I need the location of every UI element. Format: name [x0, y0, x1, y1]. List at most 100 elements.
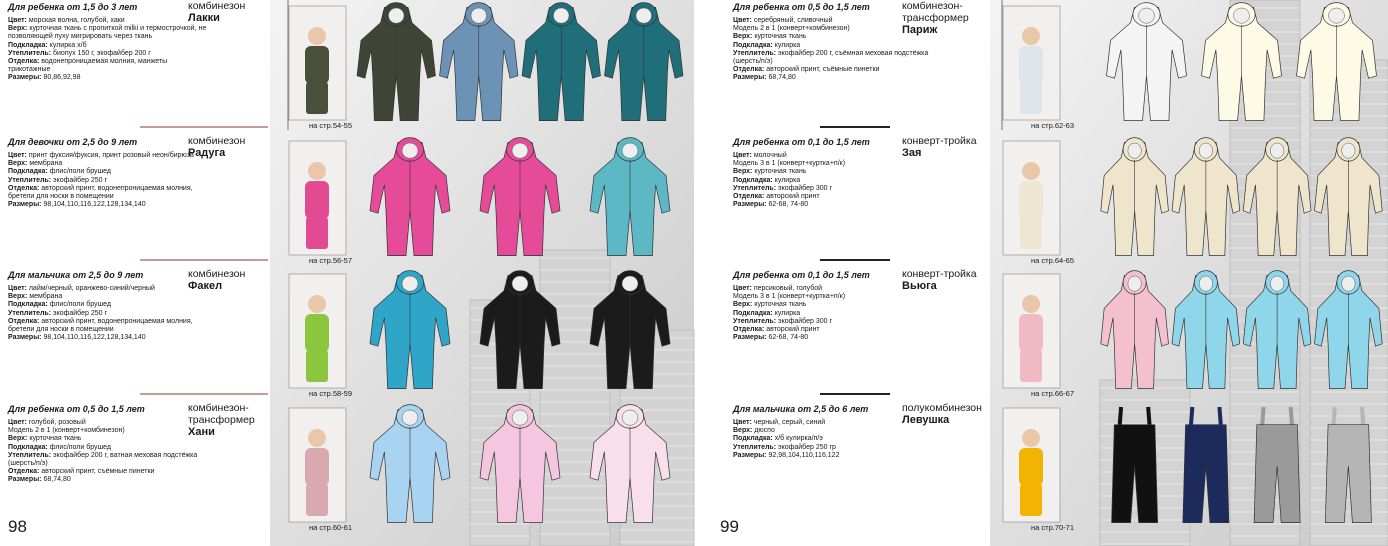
hood-opening	[511, 142, 529, 159]
detail-text: экофайбер 250 гр	[778, 443, 836, 451]
detail-text: Модель 2 в 1 (конверт+комбинезон)	[8, 427, 125, 435]
page-reference: на стр.62-63	[1031, 121, 1075, 130]
detail-text: экофайбер 200 г, съёмная меховая подстёж…	[733, 49, 929, 66]
product-name: Радуга	[188, 147, 226, 159]
photo-child-head	[308, 295, 326, 313]
page-number: 99	[720, 517, 739, 536]
detail-text: 62-68, 74-80	[768, 334, 809, 342]
detail-line: Утеплитель: экофайбер 250 гр	[733, 444, 933, 452]
detail-line: Цвет: лайм/черный, оранжево-синий/черный	[8, 285, 208, 293]
detail-line: Размеры: 68,74,80	[8, 476, 208, 484]
hood-opening	[511, 409, 529, 426]
detail-label: Утеплитель:	[733, 317, 777, 325]
photo-child-legs	[306, 350, 328, 382]
detail-line: Утеплитель: экофайбер 200 г, съёмная мех…	[733, 50, 933, 66]
product-heading: Для ребенка от 0,5 до 1,5 лет	[8, 404, 145, 414]
detail-text: курточная ткань	[29, 435, 82, 443]
detail-label: Верх:	[8, 293, 28, 301]
hood-opening	[1198, 275, 1213, 292]
hood-opening	[621, 142, 639, 159]
detail-text: персиковый, голубой	[753, 285, 823, 292]
hood-opening	[553, 7, 570, 24]
detail-text: 98,104,110,116,122,128,134,140	[43, 334, 146, 342]
detail-text: курточная ткань с пропиткой milki и терм…	[8, 25, 207, 41]
garment	[1111, 424, 1158, 523]
detail-line: Отделка: авторский принт, съёмные пинетк…	[733, 66, 933, 74]
product-details: Цвет: персиковый, голубой Модель 3 в 1 (к…	[733, 285, 933, 342]
photo-child-head	[1022, 295, 1040, 313]
product-type: конверт-тройка	[902, 268, 977, 280]
detail-label: Утеплитель:	[8, 49, 52, 57]
detail-line: Подкладка: кулирка	[733, 310, 933, 318]
detail-line: Цвет: серебряный, сливочный	[733, 17, 933, 25]
product-type: комбинезон-трансформер	[902, 0, 969, 24]
product-type: комбинезон	[188, 268, 246, 280]
detail-line: Модель 3 в 1 (конверт+куртка+п/к)	[733, 160, 933, 168]
detail-label: Цвет:	[8, 419, 27, 426]
detail-label: Утеплитель:	[8, 309, 52, 317]
building	[539, 249, 611, 546]
detail-label: Размеры:	[8, 334, 42, 342]
detail-label: Отделка:	[8, 317, 40, 325]
detail-label: Отделка:	[8, 184, 40, 192]
detail-label: Подкладка:	[8, 41, 48, 49]
hood-opening	[1233, 7, 1250, 24]
detail-label: Подкладка:	[8, 301, 48, 309]
garment	[1253, 424, 1301, 523]
detail-text: авторский принт, водонепроницаемая молни…	[8, 317, 193, 334]
detail-line: Размеры: 62-68, 74-80	[733, 201, 933, 209]
strap	[1117, 406, 1124, 425]
detail-text: черный, серый, синий	[753, 419, 826, 426]
detail-line: Утеплитель: экофайбер 300 г	[733, 185, 933, 193]
detail-label: Цвет:	[8, 285, 27, 292]
strap	[1260, 406, 1266, 425]
photo-child-legs	[1020, 82, 1042, 114]
detail-text: авторский принт, съёмные пинетки	[766, 66, 880, 74]
page-reference: на стр.56-57	[309, 256, 353, 265]
detail-text: экофайбер 300 г	[778, 317, 833, 325]
detail-line: Верх: мембрана	[8, 293, 208, 301]
detail-text: экофайбер 250 г	[53, 176, 108, 184]
detail-text: экофайбер 300 г	[778, 184, 833, 192]
detail-line: Размеры: 68,74,80	[733, 74, 933, 82]
product-heading: Для ребенка от 0,1 до 1,5 лет	[733, 270, 870, 280]
detail-text: 92,98,104,110,116,122	[768, 451, 840, 459]
detail-line: Модель 2 в 1 (конверт+комбинезон)	[8, 427, 208, 435]
detail-text: х/б кулирка/п/э	[774, 435, 823, 443]
detail-line: Цвет: принт фуксия/фуксия, принт розовый…	[8, 152, 208, 160]
detail-line: Подкладка: х/б кулирка/п/э	[733, 435, 933, 443]
detail-line: Верх: курточная ткань	[733, 33, 933, 41]
detail-label: Цвет:	[8, 17, 27, 24]
photo-child-legs	[1020, 484, 1042, 516]
detail-label: Размеры:	[733, 74, 767, 82]
page-reference: на стр.58-59	[309, 389, 353, 398]
detail-text: кулирка	[774, 309, 801, 317]
photo-child-body	[305, 181, 329, 219]
detail-line: Модель 3 в 1 (конверт+куртка+п/к)	[733, 293, 933, 301]
product-details: Цвет: принт фуксия/фуксия, принт розовый…	[8, 152, 208, 209]
detail-line: Отделка: авторский принт	[733, 326, 933, 334]
detail-label: Верх:	[8, 160, 28, 168]
photo-child-legs	[1020, 350, 1042, 382]
hood-opening	[470, 7, 487, 24]
product-heading: Для мальчика от 2,5 до 9 лет	[8, 270, 144, 280]
detail-label: Цвет:	[733, 285, 752, 292]
detail-label: Подкладка:	[733, 435, 773, 443]
detail-line: Утеплитель: биопух 150 г, экофайбер 200 …	[8, 50, 208, 58]
product-type: комбинезон	[188, 135, 246, 147]
detail-label: Подкладка:	[8, 443, 48, 451]
hood-opening	[1341, 275, 1356, 292]
detail-text: авторский принт, съёмные пинетки	[41, 468, 155, 476]
page-reference: на стр.64-65	[1031, 256, 1075, 265]
detail-text: 68,74,80	[43, 476, 71, 484]
product-details: Цвет: голубой, розовый Модель 2 в 1 (конв…	[8, 419, 208, 485]
photo-child-body	[305, 46, 329, 84]
detail-line: Подкладка: флис/поли брушед	[8, 168, 208, 176]
product-name: Левушка	[902, 414, 950, 426]
detail-text: морская волна, голубой, хаки	[28, 17, 125, 24]
detail-line: Подкладка: флис/поли брушед	[8, 444, 208, 452]
product-details: Цвет: черный, серый, синий Верх: дюспо Под…	[733, 419, 933, 460]
detail-line: Подкладка: кулирка	[733, 177, 933, 185]
product-type: полукомбинезон	[902, 402, 982, 414]
